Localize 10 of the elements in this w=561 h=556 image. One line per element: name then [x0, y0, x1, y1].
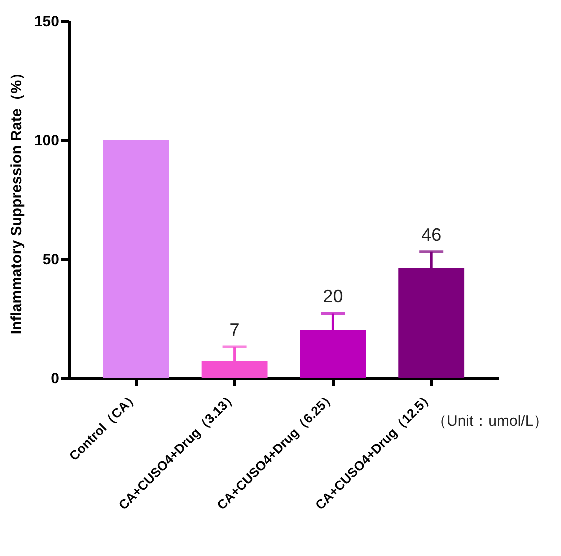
- y-tick-label: 50: [42, 252, 60, 268]
- data-label: 46: [422, 224, 442, 245]
- bar: [103, 140, 170, 378]
- y-tick-label: 0: [51, 370, 60, 388]
- y-axis-title: Inflammatory Suppression Rate（%）: [8, 65, 26, 335]
- data-label: 7: [230, 320, 240, 340]
- text: （Unit：umol/L）: [432, 412, 549, 431]
- data-label: 20: [323, 286, 344, 307]
- y-tick-label: 150: [34, 14, 60, 30]
- y-tick-label: 100: [34, 132, 60, 150]
